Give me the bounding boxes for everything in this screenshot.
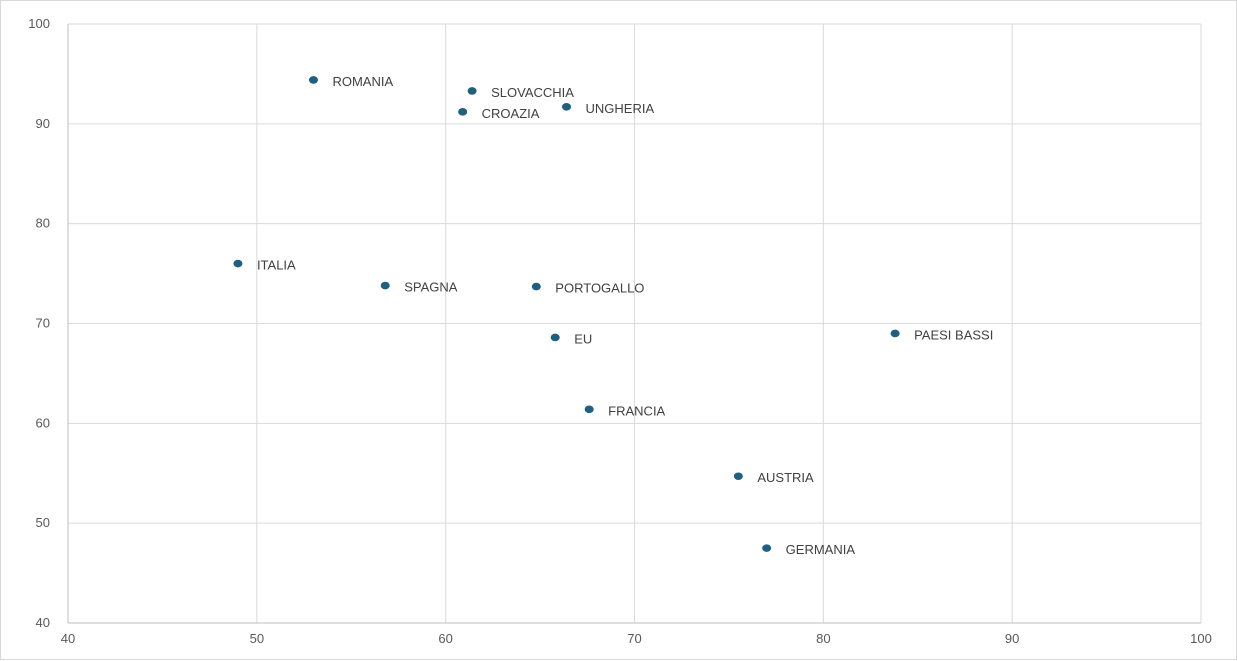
point-romania: [308, 76, 318, 84]
data-points: [233, 76, 900, 552]
x-tick-label: 100: [1190, 631, 1212, 646]
x-tick-label: 90: [1005, 631, 1019, 646]
x-tick-label: 80: [816, 631, 830, 646]
y-tick-label: 80: [36, 216, 50, 231]
label-austria: AUSTRIA: [757, 470, 814, 485]
label-croazia: CROAZIA: [482, 106, 540, 121]
label-romania: ROMANIA: [332, 74, 393, 89]
point-germania: [762, 544, 772, 552]
point-portogallo: [531, 282, 541, 291]
y-tick-label: 60: [36, 415, 50, 430]
point-paesi-bassi: [890, 329, 900, 338]
point-austria: [733, 472, 743, 481]
axes: [67, 24, 1201, 624]
y-tick-label: 50: [36, 515, 50, 530]
grid-lines: [68, 23, 1202, 623]
point-croazia: [458, 108, 468, 116]
tick-labels: 40 50 60 70 80 90 100 40 50 60 70 80 90 100: [28, 16, 1212, 646]
data-labels: ROMANIA SLOVACCHIA CROAZIA UNGHERIA ITALIA SP…: [257, 74, 993, 557]
x-tick-label: 60: [438, 631, 452, 646]
y-tick-label: 70: [36, 316, 50, 331]
point-eu: [550, 333, 560, 342]
y-tick-label: 90: [36, 116, 50, 131]
x-tick-label: 70: [627, 631, 641, 646]
y-tick-label: 100: [28, 16, 50, 31]
label-spagna: SPAGNA: [404, 280, 458, 295]
label-italia: ITALIA: [257, 258, 296, 273]
label-paesi-bassi: PAESI BASSI: [914, 327, 993, 342]
x-tick-label: 50: [250, 631, 264, 646]
point-francia: [584, 405, 594, 414]
label-francia: FRANCIA: [608, 403, 665, 418]
point-italia: [233, 259, 243, 268]
label-eu: EU: [574, 331, 592, 346]
y-tick-label: 40: [36, 615, 50, 630]
x-tick-label: 40: [61, 631, 75, 646]
label-ungheria: UNGHERIA: [586, 101, 655, 116]
label-slovacchia: SLOVACCHIA: [491, 85, 574, 100]
label-germania: GERMANIA: [786, 542, 856, 557]
point-ungheria: [562, 103, 572, 111]
point-slovacchia: [467, 87, 477, 95]
point-spagna: [380, 281, 390, 290]
label-portogallo: PORTOGALLO: [555, 281, 644, 296]
